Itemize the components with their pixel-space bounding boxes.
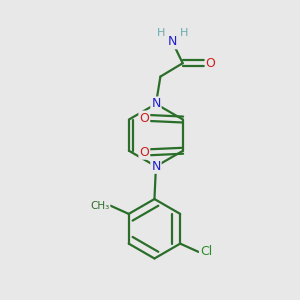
Text: O: O bbox=[206, 57, 216, 70]
Text: O: O bbox=[140, 112, 149, 124]
Text: CH₃: CH₃ bbox=[90, 201, 110, 211]
Text: N: N bbox=[151, 160, 160, 173]
Text: Cl: Cl bbox=[200, 245, 212, 258]
Text: N: N bbox=[151, 98, 160, 110]
Text: O: O bbox=[140, 146, 149, 159]
Text: H: H bbox=[157, 28, 165, 38]
Text: N: N bbox=[168, 35, 177, 48]
Text: H: H bbox=[179, 28, 188, 38]
